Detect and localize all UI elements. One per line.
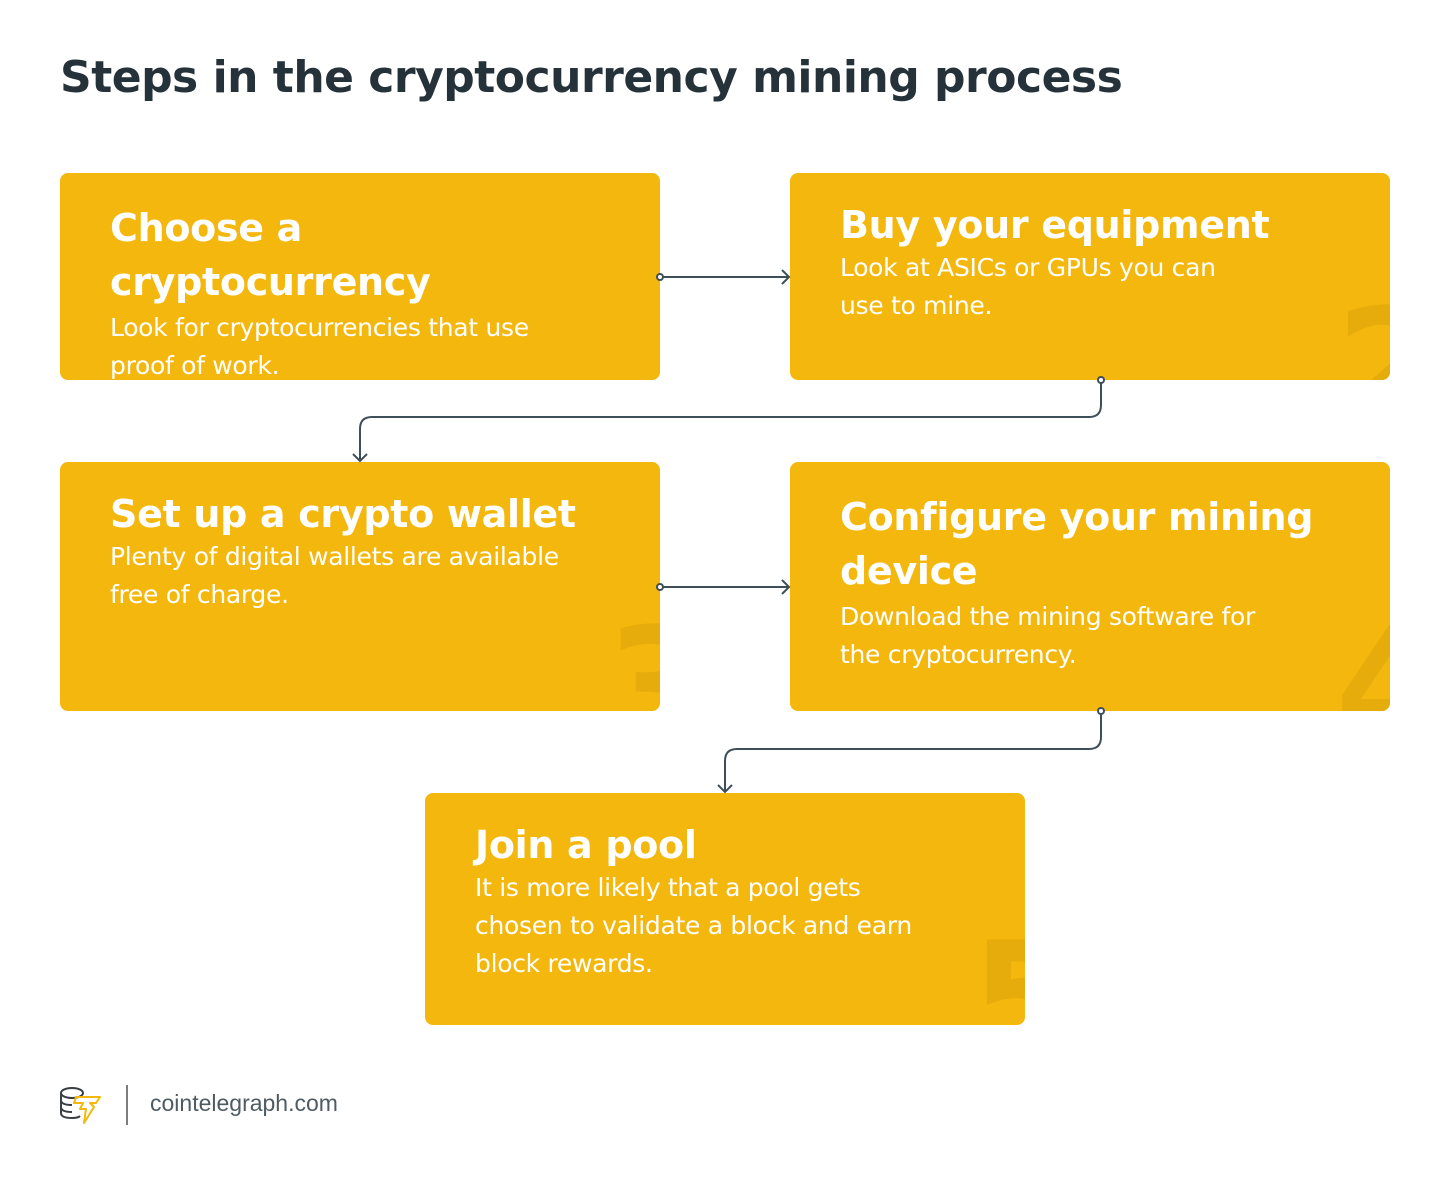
step-heading: Join a pool — [475, 823, 697, 867]
connector-3-4 — [656, 579, 791, 595]
step-text: Download the mining software for the cry… — [840, 602, 1256, 669]
step-heading: Buy your equipment — [840, 203, 1270, 247]
step-text: Look at ASICs or GPUs you can use to min… — [840, 253, 1216, 320]
step-2-card: 2 Buy your equipment Look at ASICs or GP… — [790, 173, 1390, 380]
step-heading: Configure your mining device — [840, 495, 1314, 593]
cointelegraph-logo-icon — [60, 1087, 101, 1124]
step-text: It is more likely that a pool gets chose… — [475, 873, 912, 978]
step-number: 5 — [970, 921, 1025, 1026]
step-5-card: 5 Join a pool It is more likely that a p… — [425, 793, 1025, 1025]
step-heading: Choose a cryptocurrency — [110, 206, 431, 304]
step-3-card: 3 Set up a crypto wallet Plenty of digit… — [60, 462, 660, 711]
footer-divider — [126, 1085, 128, 1125]
step-number: 4 — [1335, 607, 1390, 712]
connector-1-2 — [656, 269, 791, 285]
connector-2-3 — [352, 376, 1105, 463]
step-text: Plenty of digital wallets are available … — [110, 542, 559, 609]
step-1-card: 1 Choose a cryptocurrency Look for crypt… — [60, 173, 660, 380]
step-4-card: 4 Configure your mining device Download … — [790, 462, 1390, 711]
step-text: Look for cryptocurrencies that use proof… — [110, 313, 529, 380]
step-number: 2 — [1335, 288, 1390, 381]
step-number: 3 — [605, 607, 660, 712]
site-url: cointelegraph.com — [150, 1090, 338, 1116]
connector-4-5 — [717, 707, 1105, 794]
page-title: Steps in the cryptocurrency mining proce… — [60, 52, 1123, 103]
step-heading: Set up a crypto wallet — [110, 492, 576, 536]
